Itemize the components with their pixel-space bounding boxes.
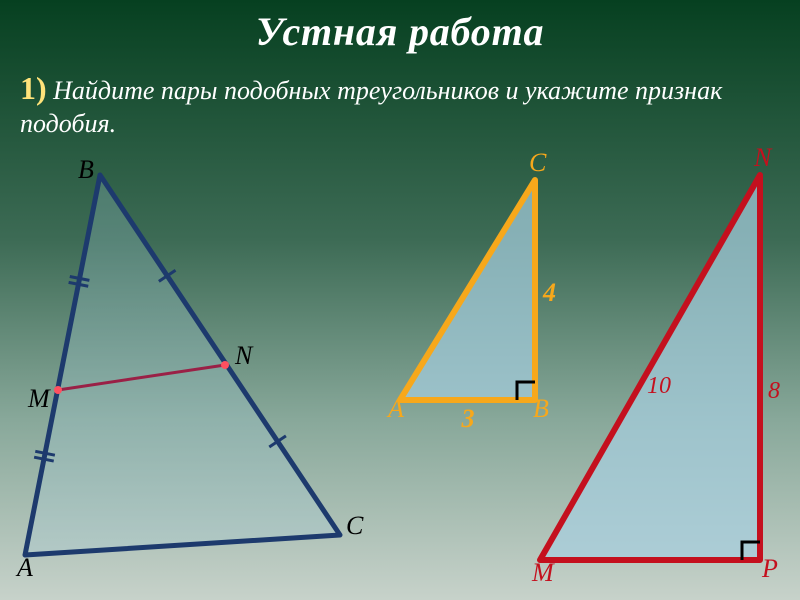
label-t2-a: A xyxy=(388,394,404,424)
label-t3-m: M xyxy=(532,558,554,588)
label-t1-b: B xyxy=(78,155,94,185)
triangle-mnp xyxy=(540,175,760,560)
label-t1-n: N xyxy=(235,341,252,371)
point-m-dot xyxy=(54,386,62,394)
label-t2-c: C xyxy=(529,148,546,178)
triangle-abc-left xyxy=(25,175,340,555)
label-t3-p: P xyxy=(762,554,778,584)
label-t2-b: B xyxy=(533,394,549,424)
triangle1-fill xyxy=(25,175,340,555)
label-t3-side-np: 8 xyxy=(768,378,780,405)
diagram-canvas xyxy=(0,0,800,600)
point-n-dot xyxy=(221,361,229,369)
label-t3-n: N xyxy=(754,143,771,173)
label-t2-side-ab: 3 xyxy=(462,404,475,434)
label-t2-side-bc: 4 xyxy=(543,278,556,308)
label-t1-c: C xyxy=(346,511,363,541)
label-t3-side-mn: 10 xyxy=(647,373,671,400)
label-t1-a: A xyxy=(17,553,33,583)
triangle-abc-right xyxy=(400,180,535,400)
label-t1-m: M xyxy=(28,384,50,414)
